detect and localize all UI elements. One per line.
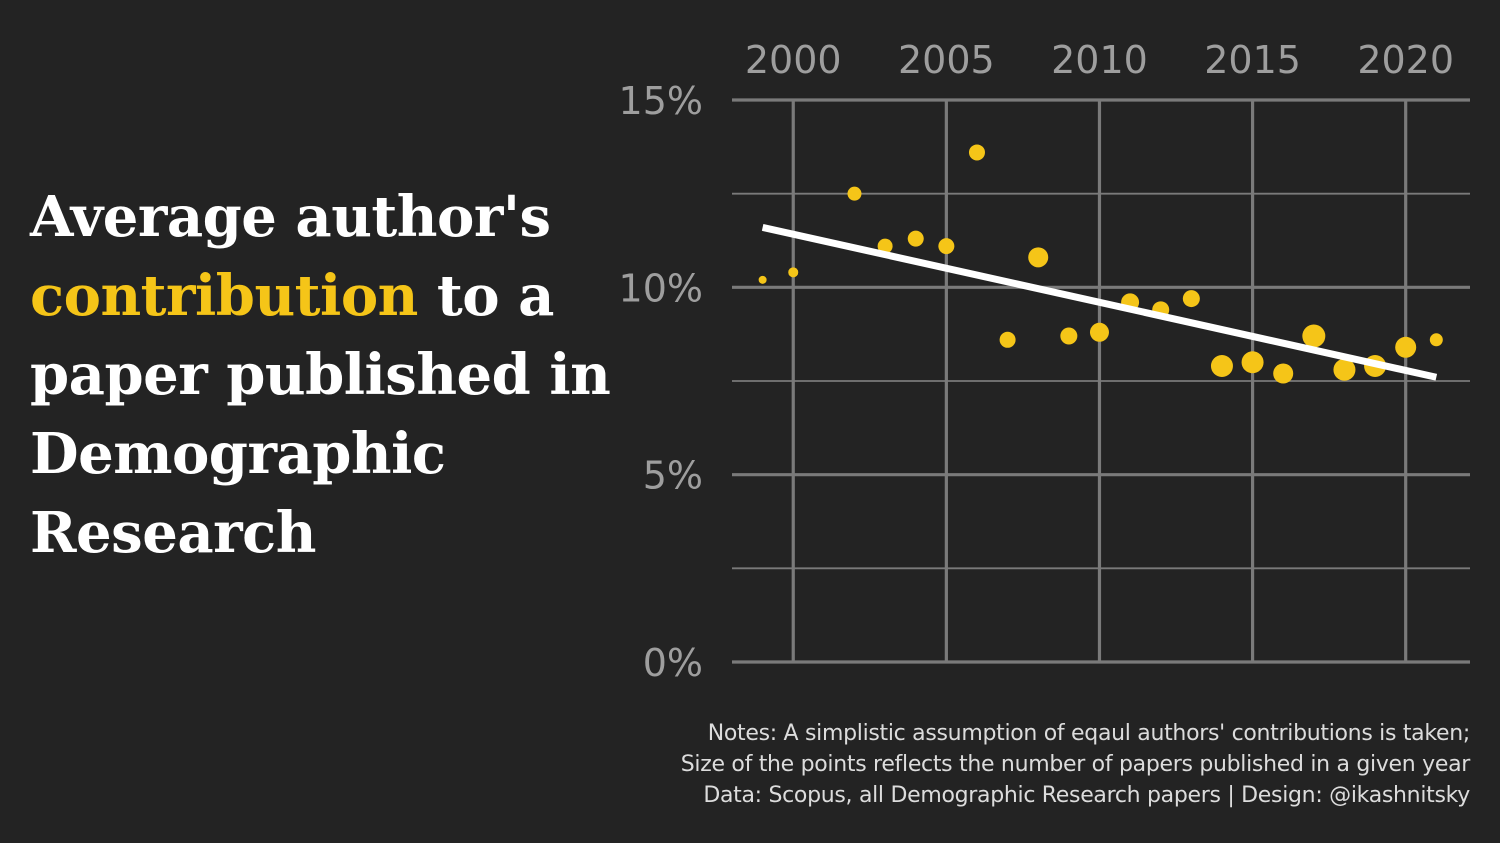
- y-tick-label: 5%: [643, 454, 703, 498]
- y-tick-label: 15%: [619, 79, 703, 123]
- data-points: [758, 144, 1443, 384]
- title-part-1: Average author's: [30, 184, 551, 250]
- y-tick-label: 10%: [619, 266, 703, 310]
- data-point: [938, 238, 955, 255]
- data-point: [788, 267, 799, 278]
- data-point: [877, 238, 893, 254]
- x-tick-label: 2000: [745, 38, 842, 82]
- title-part-2: to a paper published in Demographic Rese…: [30, 263, 611, 566]
- data-point: [1089, 322, 1109, 342]
- data-point: [1210, 355, 1233, 378]
- y-tick-label: 0%: [643, 641, 703, 685]
- data-point: [1182, 290, 1200, 308]
- x-tick-label: 2020: [1357, 38, 1454, 82]
- data-point: [1273, 363, 1294, 384]
- data-point: [1395, 336, 1417, 358]
- x-tick-label: 2010: [1051, 38, 1148, 82]
- trend-line: [761, 223, 1438, 381]
- data-point: [1028, 247, 1049, 268]
- title-highlight: contribution: [30, 263, 418, 329]
- chart-title: Average author's contribution to a paper …: [30, 178, 640, 573]
- chart-notes: Notes: A simplistic assumption of eqaul …: [680, 718, 1471, 811]
- data-point: [1333, 358, 1356, 381]
- data-point: [1060, 327, 1078, 345]
- notes-line-1: Notes: A simplistic assumption of eqaul …: [707, 721, 1471, 746]
- trend-line-group: [761, 223, 1438, 381]
- data-point: [907, 230, 924, 247]
- x-tick-label: 2005: [898, 38, 995, 82]
- notes-line-2: Size of the points reflects the number o…: [680, 752, 1471, 777]
- data-point: [847, 186, 862, 201]
- x-axis-tick-labels: 2000 2005 2010 2015 2020: [745, 38, 1454, 82]
- data-point: [1302, 324, 1326, 348]
- notes-line-3: Data: Scopus, all Demographic Research p…: [703, 783, 1470, 808]
- y-axis-tick-labels: 0% 5% 10% 15%: [619, 79, 703, 685]
- data-point: [1429, 333, 1443, 347]
- data-point: [968, 144, 985, 161]
- data-point: [758, 275, 767, 284]
- data-point: [999, 331, 1016, 348]
- x-tick-label: 2015: [1204, 38, 1301, 82]
- data-point: [1241, 351, 1264, 374]
